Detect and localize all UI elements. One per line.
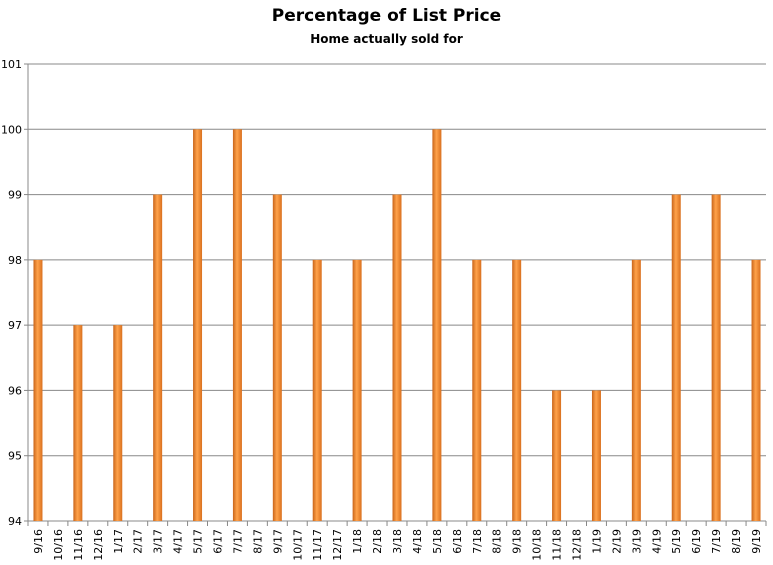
bar-1/19 [591,390,601,521]
x-tick-label: 5/18 [431,529,444,554]
x-tick-label: 11/16 [72,529,85,561]
x-tick-label: 8/17 [251,529,264,554]
x-tick-label: 7/18 [471,529,484,554]
x-tick-label: 9/16 [32,529,45,554]
x-tick-label: 4/17 [172,529,185,554]
x-tick-label: 7/17 [231,529,244,554]
x-tick-label: 10/18 [531,529,544,561]
y-tick-label: 98 [8,254,22,267]
x-tick-label: 11/17 [311,529,324,561]
bar-3/19 [631,259,641,521]
y-tick-label: 101 [1,58,22,71]
y-tick-label: 96 [8,384,22,397]
bar-7/17 [232,129,242,522]
chart-subtitle: Home actually sold for [310,32,463,46]
y-tick-label: 94 [8,515,22,528]
x-tick-label: 11/18 [551,529,564,561]
x-tick-label: 9/19 [750,529,763,554]
x-tick-label: 10/17 [291,529,304,561]
x-tick-label: 8/18 [491,529,504,554]
y-tick-label: 95 [8,450,22,463]
x-tick-label: 3/18 [391,529,404,554]
y-tick-label: 99 [8,189,22,202]
bar-7/18 [472,259,482,521]
x-tick-label: 9/17 [271,529,284,554]
x-tick-label: 6/18 [451,529,464,554]
bar-7/19 [711,194,721,522]
x-tick-label: 3/19 [630,529,643,554]
x-tick-label: 4/18 [411,529,424,554]
bar-9/17 [272,194,282,522]
x-tick-label: 3/17 [152,529,165,554]
bar-9/16 [33,259,43,521]
x-tick-label: 5/19 [670,529,683,554]
bar-9/19 [751,259,761,521]
bar-5/19 [671,194,681,522]
x-tick-label: 2/19 [610,529,623,554]
bar-11/17 [312,259,322,521]
y-tick-label: 100 [1,123,22,136]
x-tick-label: 12/18 [571,529,584,561]
x-tick-label: 4/19 [650,529,663,554]
bar-11/16 [73,325,83,521]
bar-3/18 [392,194,402,522]
x-tick-label: 8/19 [730,529,743,554]
bar-9/18 [512,259,522,521]
bar-3/17 [153,194,163,522]
x-tick-label: 12/17 [331,529,344,561]
bar-5/17 [193,129,203,522]
x-tick-label: 1/19 [590,529,603,554]
x-tick-label: 10/16 [52,529,65,561]
bar-11/18 [552,390,562,521]
x-tick-label: 12/16 [92,529,105,561]
bar-1/18 [352,259,362,521]
x-tick-label: 5/17 [192,529,205,554]
bar-1/17 [113,325,123,521]
x-tick-label: 2/17 [132,529,145,554]
bar-5/18 [432,129,442,522]
x-tick-label: 2/18 [371,529,384,554]
x-tick-label: 9/18 [511,529,524,554]
x-tick-label: 6/17 [211,529,224,554]
y-tick-label: 97 [8,319,22,332]
x-tick-label: 6/19 [690,529,703,554]
x-tick-label: 1/17 [112,529,125,554]
chart-title: Percentage of List Price [271,6,502,26]
x-tick-label: 7/19 [710,529,723,554]
x-tick-label: 1/18 [351,529,364,554]
